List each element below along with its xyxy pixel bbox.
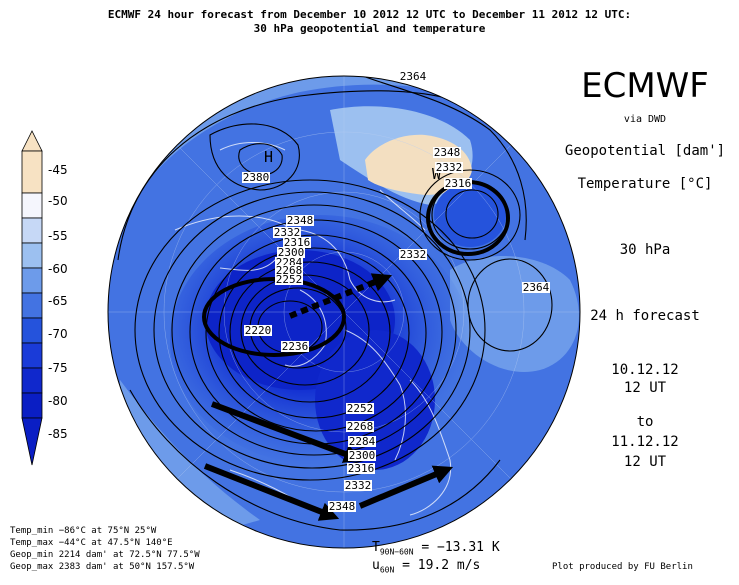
pressure-level: 30 hPa [619, 242, 671, 258]
colorbar-label: -70 [48, 327, 68, 341]
valid-from-date: 10.12.12 [611, 362, 679, 378]
contour-label-box [244, 325, 272, 336]
colorbar-label: -60 [48, 262, 68, 276]
colorbar-label: -55 [48, 229, 68, 243]
contour-label: 2364 [400, 70, 427, 83]
contour-label-box [399, 249, 427, 260]
wind-index-sub: 60N [379, 565, 395, 575]
contour-label: 2348 [329, 500, 356, 513]
contour-label-box [346, 403, 374, 414]
contour-label: 2268 [276, 264, 303, 277]
contour-label-box [346, 421, 374, 432]
contour-label: 2316 [348, 462, 375, 475]
wind-index-value: = 19.2 m/s [402, 558, 481, 573]
contour-label: 2332 [400, 248, 427, 261]
colorbar-label: -65 [48, 294, 68, 308]
plot-credit: Plot produced by FU Berlin [552, 562, 693, 572]
contour-label-box [433, 147, 461, 158]
temp-min-stat: Temp_min −86°C at 75°N 25°W [10, 526, 157, 536]
contour-label-box [347, 463, 375, 474]
contour-label-box [399, 71, 427, 82]
contour-label-box [277, 247, 305, 258]
variable-geopotential: Geopotential [dam'] [564, 143, 726, 159]
contour-label: 2332 [345, 479, 372, 492]
map-title: ECMWF 24 hour forecast from December 10 … [107, 8, 632, 21]
contour-label: 2300 [278, 246, 305, 259]
contour-label: 2284 [349, 435, 376, 448]
colorbar-label: -50 [48, 194, 68, 208]
contour-label: 2252 [347, 402, 374, 415]
contour-label-box [281, 341, 309, 352]
contour-label-box [435, 162, 463, 173]
colorbar-label: -45 [48, 163, 68, 177]
contour-label-box [283, 237, 311, 248]
via-label: via DWD [623, 114, 667, 125]
contour-label-box [286, 215, 314, 226]
contour-label: 2332 [274, 226, 301, 239]
temperature-index: T90N−60N = −13.31 K [372, 540, 500, 557]
contour-label: 2268 [347, 420, 374, 433]
temp-max-stat: Temp_max −44°C at 47.5°N 140°E [10, 538, 173, 548]
forecast-range: 24 h forecast [590, 308, 700, 324]
wind-index: u60N = 19.2 m/s [372, 558, 480, 575]
contour-label: 2300 [349, 449, 376, 462]
colorbar: -45 -50 -55 -60 -65 -70 -75 -80 -85 [21, 130, 68, 466]
brand-logo: ECMWF [581, 66, 709, 106]
contour-label: 2316 [445, 177, 472, 190]
contour-label: 2348 [434, 146, 461, 159]
contour-label-box [275, 274, 303, 285]
to-label: to [636, 414, 654, 430]
contour-label-box [275, 265, 303, 276]
contour-label-box [522, 282, 550, 293]
contour-label: 2380 [243, 171, 270, 184]
contour-label-box [348, 450, 376, 461]
contour-label: 2364 [523, 281, 550, 294]
colorbar-label: -75 [48, 361, 68, 375]
contour-label-box [242, 172, 270, 183]
contour-label-box [444, 178, 472, 189]
contour-label: 2236 [282, 340, 309, 353]
map-subtitle: 30 hPa geopotential and temperature [253, 22, 486, 35]
contour-labels: 2364238023482332231623482332231623002284… [242, 70, 550, 513]
wind-index-label: u [372, 558, 380, 573]
temperature-index-sub: 90N−60N [379, 547, 414, 557]
geop-min-stat: Geop_min 2214 dam' at 72.5°N 77.5°W [10, 550, 200, 560]
high-marker: H [264, 148, 273, 166]
contour-label-box [275, 257, 303, 268]
warm-marker: W [432, 165, 442, 183]
geop-max-stat: Geop_max 2383 dam' at 50°N 157.5°W [10, 562, 195, 572]
contour-label: 2252 [276, 273, 303, 286]
temperature-index-value: = −13.31 K [421, 540, 500, 555]
contour-label-box [273, 227, 301, 238]
contour-label-box [328, 501, 356, 512]
colorbar-label: -80 [48, 394, 68, 408]
contour-label-box [348, 436, 376, 447]
temperature-index-label: T [372, 540, 380, 555]
contour-label: 2316 [284, 236, 311, 249]
valid-to-time: 12 UT [623, 454, 667, 470]
contour-label: 2220 [245, 324, 272, 337]
valid-from-time: 12 UT [623, 380, 667, 396]
contour-label-box [344, 480, 372, 491]
valid-to-date: 11.12.12 [611, 434, 679, 450]
variable-temperature: Temperature [°C] [577, 176, 713, 192]
contour-label: 2348 [287, 214, 314, 227]
colorbar-label: -85 [48, 427, 68, 441]
contour-label: 2332 [436, 161, 463, 174]
